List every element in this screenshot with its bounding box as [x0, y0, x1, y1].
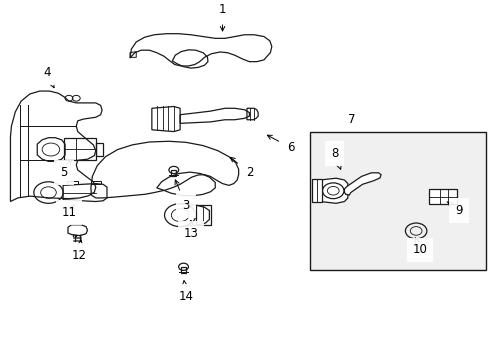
Text: 11: 11 — [61, 205, 76, 219]
Text: 10: 10 — [412, 238, 427, 256]
Text: 7: 7 — [347, 113, 355, 126]
Text: 4: 4 — [43, 66, 54, 88]
Polygon shape — [311, 179, 321, 202]
Text: 3: 3 — [175, 180, 189, 212]
Text: 12: 12 — [71, 240, 86, 262]
Polygon shape — [428, 189, 456, 204]
Text: 13: 13 — [183, 221, 198, 240]
Text: 9: 9 — [446, 202, 462, 217]
Text: 1: 1 — [218, 3, 226, 31]
Polygon shape — [320, 178, 347, 203]
Text: 6: 6 — [267, 135, 294, 154]
Bar — [310, 132, 485, 270]
Polygon shape — [344, 173, 380, 195]
Text: 2: 2 — [230, 157, 253, 179]
Text: 14: 14 — [178, 281, 193, 303]
Text: 5: 5 — [61, 161, 71, 179]
Text: 8: 8 — [330, 147, 341, 169]
